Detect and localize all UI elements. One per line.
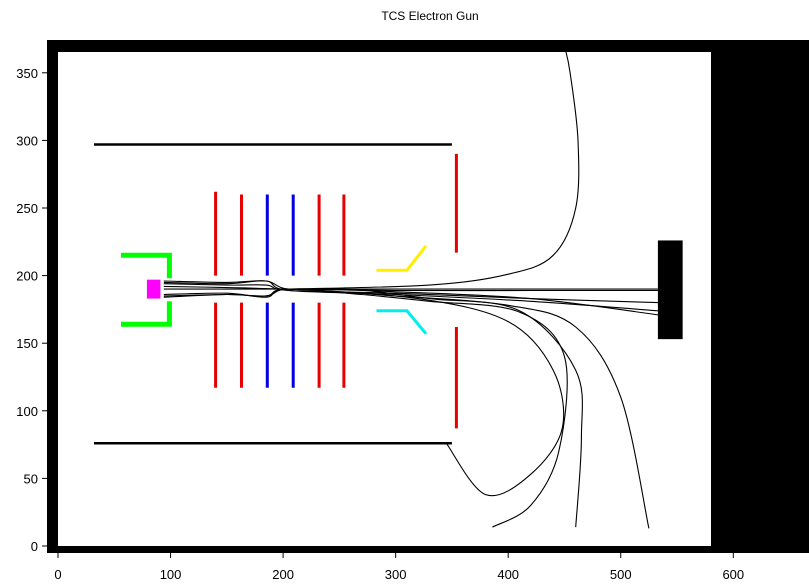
x-tick-label-1: 100 bbox=[160, 567, 182, 582]
y-tick-label-1: 50 bbox=[24, 471, 38, 486]
electron-trajectory-3 bbox=[163, 280, 658, 312]
objects-layer bbox=[146, 240, 683, 340]
electron-trajectory-9 bbox=[288, 45, 580, 290]
y-tick-label-5: 250 bbox=[16, 201, 38, 216]
y-tick-label-7: 350 bbox=[16, 66, 38, 81]
plot-area bbox=[58, 52, 711, 546]
electron-trajectory-6 bbox=[163, 280, 583, 528]
electron-trajectory-8 bbox=[288, 288, 565, 497]
cathode-holder-segment-1 bbox=[121, 301, 172, 327]
x-tick-label-6: 600 bbox=[722, 567, 744, 582]
y-tick-label-0: 0 bbox=[31, 539, 38, 554]
x-tick-label-0: 0 bbox=[54, 567, 61, 582]
y-tick-label-6: 300 bbox=[16, 133, 38, 148]
x-tick-label-2: 200 bbox=[272, 567, 294, 582]
cathode-holder-segment-0 bbox=[121, 252, 172, 279]
x-tick-label-5: 500 bbox=[610, 567, 632, 582]
trajectories-layer bbox=[163, 45, 658, 529]
x-tick-label-4: 400 bbox=[497, 567, 519, 582]
y-tick-label-3: 150 bbox=[16, 336, 38, 351]
electrodes-layer bbox=[94, 143, 458, 445]
electron-trajectory-1 bbox=[163, 285, 658, 292]
target-block bbox=[657, 240, 683, 340]
electron-trajectory-7 bbox=[163, 288, 568, 528]
figure-title: TCS Electron Gun bbox=[381, 9, 478, 23]
y-tick-label-4: 200 bbox=[16, 269, 38, 284]
deflector-yellow-segment-0 bbox=[376, 244, 428, 272]
x-tick-label-3: 300 bbox=[385, 567, 407, 582]
deflector-cyan-segment-0 bbox=[376, 309, 428, 335]
cathode-emitter bbox=[146, 279, 161, 299]
y-tick-label-2: 100 bbox=[16, 404, 38, 419]
axis-ticks: 0 100 200 300 400 500 600 0 50 100 150 200 250 300 350 bbox=[16, 66, 744, 582]
